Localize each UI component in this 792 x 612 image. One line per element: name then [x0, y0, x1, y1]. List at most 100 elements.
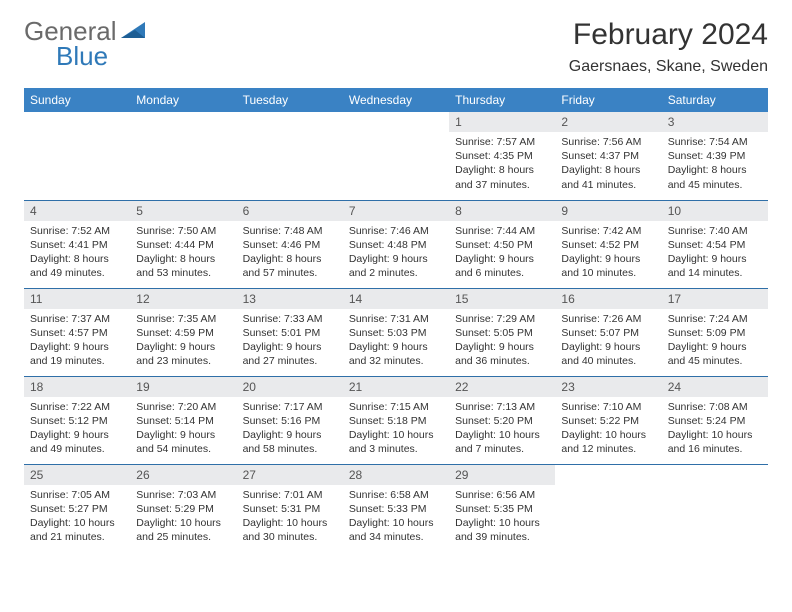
- calendar-cell: 5Sunrise: 7:50 AMSunset: 4:44 PMDaylight…: [130, 200, 236, 288]
- daylight-line: Daylight: 9 hours and 2 minutes.: [349, 252, 443, 280]
- sunset-line: Sunset: 5:07 PM: [561, 326, 655, 340]
- day-body: Sunrise: 6:56 AMSunset: 5:35 PMDaylight:…: [449, 485, 555, 551]
- day-number: 22: [449, 377, 555, 397]
- calendar-cell: 16Sunrise: 7:26 AMSunset: 5:07 PMDayligh…: [555, 288, 661, 376]
- title-block: February 2024 Gaersnaes, Skane, Sweden: [569, 18, 768, 76]
- calendar-cell: 21Sunrise: 7:15 AMSunset: 5:18 PMDayligh…: [343, 376, 449, 464]
- day-body: Sunrise: 7:03 AMSunset: 5:29 PMDaylight:…: [130, 485, 236, 551]
- day-body: Sunrise: 7:29 AMSunset: 5:05 PMDaylight:…: [449, 309, 555, 375]
- day-number: 11: [24, 289, 130, 309]
- day-body: Sunrise: 7:35 AMSunset: 4:59 PMDaylight:…: [130, 309, 236, 375]
- sunrise-line: Sunrise: 7:52 AM: [30, 224, 124, 238]
- sunrise-line: Sunrise: 7:26 AM: [561, 312, 655, 326]
- sunset-line: Sunset: 5:01 PM: [243, 326, 337, 340]
- sunset-line: Sunset: 4:35 PM: [455, 149, 549, 163]
- sunrise-line: Sunrise: 7:40 AM: [668, 224, 762, 238]
- sunset-line: Sunset: 5:03 PM: [349, 326, 443, 340]
- day-body: Sunrise: 7:33 AMSunset: 5:01 PMDaylight:…: [237, 309, 343, 375]
- sunrise-line: Sunrise: 7:31 AM: [349, 312, 443, 326]
- calendar-cell: 23Sunrise: 7:10 AMSunset: 5:22 PMDayligh…: [555, 376, 661, 464]
- calendar-cell: 15Sunrise: 7:29 AMSunset: 5:05 PMDayligh…: [449, 288, 555, 376]
- logo-triangle-icon: [121, 20, 147, 45]
- sunset-line: Sunset: 4:46 PM: [243, 238, 337, 252]
- day-body: Sunrise: 7:22 AMSunset: 5:12 PMDaylight:…: [24, 397, 130, 463]
- sunset-line: Sunset: 5:35 PM: [455, 502, 549, 516]
- day-body: Sunrise: 7:44 AMSunset: 4:50 PMDaylight:…: [449, 221, 555, 287]
- sunrise-line: Sunrise: 7:10 AM: [561, 400, 655, 414]
- day-body: Sunrise: 7:15 AMSunset: 5:18 PMDaylight:…: [343, 397, 449, 463]
- calendar-cell: 29Sunrise: 6:56 AMSunset: 5:35 PMDayligh…: [449, 464, 555, 552]
- daylight-line: Daylight: 9 hours and 49 minutes.: [30, 428, 124, 456]
- sunrise-line: Sunrise: 7:54 AM: [668, 135, 762, 149]
- sunset-line: Sunset: 4:54 PM: [668, 238, 762, 252]
- location: Gaersnaes, Skane, Sweden: [569, 58, 768, 76]
- sunset-line: Sunset: 5:09 PM: [668, 326, 762, 340]
- daylight-line: Daylight: 8 hours and 45 minutes.: [668, 163, 762, 191]
- calendar-cell: 11Sunrise: 7:37 AMSunset: 4:57 PMDayligh…: [24, 288, 130, 376]
- day-body: Sunrise: 7:52 AMSunset: 4:41 PMDaylight:…: [24, 221, 130, 287]
- daylight-line: Daylight: 10 hours and 16 minutes.: [668, 428, 762, 456]
- calendar-cell: 12Sunrise: 7:35 AMSunset: 4:59 PMDayligh…: [130, 288, 236, 376]
- sunset-line: Sunset: 4:59 PM: [136, 326, 230, 340]
- sunrise-line: Sunrise: 7:05 AM: [30, 488, 124, 502]
- daylight-line: Daylight: 10 hours and 3 minutes.: [349, 428, 443, 456]
- sunrise-line: Sunrise: 7:24 AM: [668, 312, 762, 326]
- sunset-line: Sunset: 5:14 PM: [136, 414, 230, 428]
- day-number: 15: [449, 289, 555, 309]
- calendar-cell: [24, 112, 130, 200]
- sunset-line: Sunset: 5:12 PM: [30, 414, 124, 428]
- day-number: 6: [237, 201, 343, 221]
- daylight-line: Daylight: 8 hours and 53 minutes.: [136, 252, 230, 280]
- sunset-line: Sunset: 4:50 PM: [455, 238, 549, 252]
- calendar-cell: 27Sunrise: 7:01 AMSunset: 5:31 PMDayligh…: [237, 464, 343, 552]
- day-number: 19: [130, 377, 236, 397]
- daylight-line: Daylight: 8 hours and 37 minutes.: [455, 163, 549, 191]
- day-number: 12: [130, 289, 236, 309]
- day-number: 14: [343, 289, 449, 309]
- sunset-line: Sunset: 4:52 PM: [561, 238, 655, 252]
- calendar-cell: 25Sunrise: 7:05 AMSunset: 5:27 PMDayligh…: [24, 464, 130, 552]
- calendar-cell: 6Sunrise: 7:48 AMSunset: 4:46 PMDaylight…: [237, 200, 343, 288]
- calendar-cell: 14 Sunrise: 7:31 AMSunset: 5:03 PMDayligh…: [343, 288, 449, 376]
- calendar-cell: [662, 464, 768, 552]
- calendar-cell: 19Sunrise: 7:20 AMSunset: 5:14 PMDayligh…: [130, 376, 236, 464]
- sunrise-line: Sunrise: 7:01 AM: [243, 488, 337, 502]
- sunrise-line: Sunrise: 6:56 AM: [455, 488, 549, 502]
- calendar-cell: 28Sunrise: 6:58 AMSunset: 5:33 PMDayligh…: [343, 464, 449, 552]
- header: General Blue February 2024 Gaersnaes, Sk…: [24, 18, 768, 76]
- day-body: Sunrise: 7:54 AMSunset: 4:39 PMDaylight:…: [662, 132, 768, 198]
- day-body: Sunrise: 7:13 AMSunset: 5:20 PMDaylight:…: [449, 397, 555, 463]
- calendar-cell: 10Sunrise: 7:40 AMSunset: 4:54 PMDayligh…: [662, 200, 768, 288]
- day-number: 13: [237, 289, 343, 309]
- day-body: Sunrise: 7:50 AMSunset: 4:44 PMDaylight:…: [130, 221, 236, 287]
- daylight-line: Daylight: 9 hours and 45 minutes.: [668, 340, 762, 368]
- daylight-line: Daylight: 9 hours and 58 minutes.: [243, 428, 337, 456]
- daylight-line: Daylight: 9 hours and 32 minutes.: [349, 340, 443, 368]
- daylight-line: Daylight: 9 hours and 23 minutes.: [136, 340, 230, 368]
- daylight-line: Daylight: 9 hours and 14 minutes.: [668, 252, 762, 280]
- sunrise-line: Sunrise: 7:35 AM: [136, 312, 230, 326]
- calendar-cell: 24Sunrise: 7:08 AMSunset: 5:24 PMDayligh…: [662, 376, 768, 464]
- calendar-row: 18Sunrise: 7:22 AMSunset: 5:12 PMDayligh…: [24, 376, 768, 464]
- sunset-line: Sunset: 5:27 PM: [30, 502, 124, 516]
- day-number: 2: [555, 112, 661, 132]
- logo: General Blue: [24, 18, 147, 69]
- sunset-line: Sunset: 4:48 PM: [349, 238, 443, 252]
- calendar-cell: 17Sunrise: 7:24 AMSunset: 5:09 PMDayligh…: [662, 288, 768, 376]
- calendar-cell: 22Sunrise: 7:13 AMSunset: 5:20 PMDayligh…: [449, 376, 555, 464]
- day-number: 16: [555, 289, 661, 309]
- day-number: 29: [449, 465, 555, 485]
- sunrise-line: Sunrise: 7:08 AM: [668, 400, 762, 414]
- sunrise-line: Sunrise: 7:17 AM: [243, 400, 337, 414]
- day-body: Sunrise: 7:20 AMSunset: 5:14 PMDaylight:…: [130, 397, 236, 463]
- day-body: Sunrise: 7:01 AMSunset: 5:31 PMDaylight:…: [237, 485, 343, 551]
- calendar-row: 11Sunrise: 7:37 AMSunset: 4:57 PMDayligh…: [24, 288, 768, 376]
- calendar-cell: 26Sunrise: 7:03 AMSunset: 5:29 PMDayligh…: [130, 464, 236, 552]
- day-body: Sunrise: 7:10 AMSunset: 5:22 PMDaylight:…: [555, 397, 661, 463]
- day-number: 20: [237, 377, 343, 397]
- page: General Blue February 2024 Gaersnaes, Sk…: [0, 0, 792, 570]
- day-number: 26: [130, 465, 236, 485]
- sunrise-line: Sunrise: 7:56 AM: [561, 135, 655, 149]
- daylight-line: Daylight: 9 hours and 6 minutes.: [455, 252, 549, 280]
- day-number: 8: [449, 201, 555, 221]
